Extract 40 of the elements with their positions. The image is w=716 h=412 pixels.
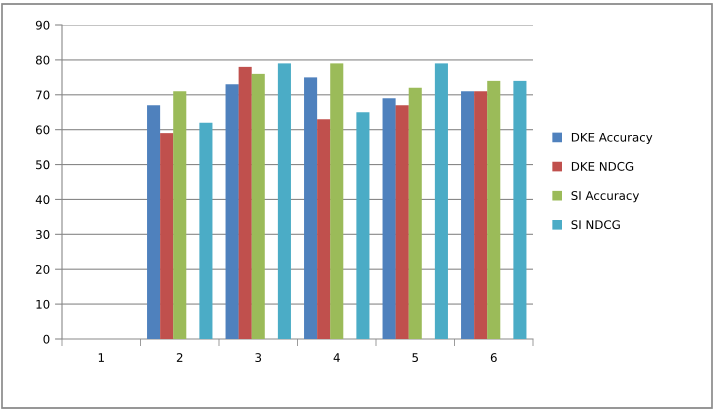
bar xyxy=(382,98,396,339)
y-tick-label: 30 xyxy=(36,230,50,239)
y-tick-label: 60 xyxy=(36,125,50,134)
y-tick-label: 80 xyxy=(36,56,50,65)
y-tick-label: 40 xyxy=(36,195,50,204)
bar xyxy=(147,105,160,339)
legend-label: SI NDCG xyxy=(572,220,620,230)
bar xyxy=(160,133,174,339)
x-tick-label: 5 xyxy=(412,353,418,362)
y-tick-label: 90 xyxy=(36,20,50,30)
y-tick-label: 10 xyxy=(36,300,50,309)
x-tick-label: 4 xyxy=(334,353,340,362)
bar xyxy=(330,63,344,339)
x-tick-label: 2 xyxy=(176,353,182,362)
bar xyxy=(278,63,291,339)
bar xyxy=(317,119,330,339)
bar xyxy=(408,88,422,339)
legend-label: SI Accuracy xyxy=(572,191,640,202)
bar xyxy=(434,63,448,339)
legend-label: DKE NDCG xyxy=(572,162,634,171)
legend-label: DKE Accuracy xyxy=(572,132,652,144)
bar xyxy=(238,66,252,339)
bar xyxy=(226,84,239,339)
bar xyxy=(356,112,370,339)
y-tick-label: 70 xyxy=(36,90,50,100)
x-tick-label: 3 xyxy=(255,353,262,362)
bar xyxy=(474,91,488,339)
bar xyxy=(252,74,265,339)
bar xyxy=(396,105,409,339)
bar xyxy=(304,77,318,339)
x-tick-label: 1 xyxy=(98,353,104,362)
bar xyxy=(173,91,186,339)
bar xyxy=(513,80,526,339)
bar xyxy=(461,91,474,339)
x-tick-label: 6 xyxy=(490,353,497,362)
y-tick-label: 50 xyxy=(36,160,50,170)
y-tick-label: 0 xyxy=(43,334,50,344)
bar xyxy=(199,122,212,339)
y-tick-label: 20 xyxy=(36,264,50,274)
bar xyxy=(487,80,500,339)
